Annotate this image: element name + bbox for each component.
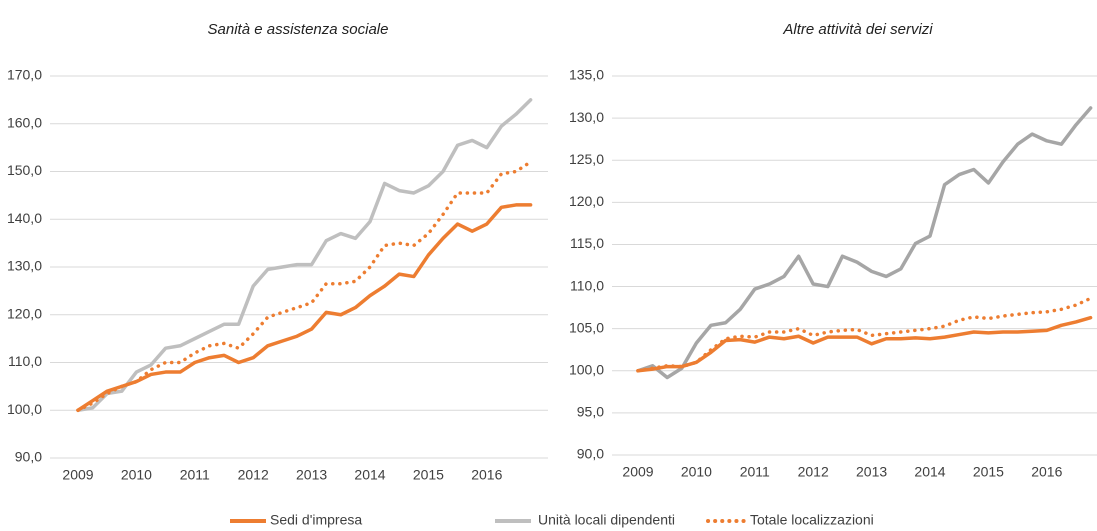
y-tick-label: 100,0 [7,401,42,417]
y-tick-label: 120,0 [7,305,42,321]
legend-label: Sedi d'impresa [270,512,362,528]
series-line [76,160,533,412]
x-tick-label: 2010 [121,467,152,483]
y-tick-label: 110,0 [8,353,42,369]
series-line [636,315,1093,373]
x-tick-label: 2016 [471,467,502,483]
y-tick-label: 135,0 [569,67,604,83]
y-tick-label: 125,0 [569,151,604,167]
series-line [636,296,1093,373]
y-tick-label: 130,0 [7,258,42,274]
series-line [76,98,533,412]
x-tick-label: 2012 [798,464,829,480]
x-tick-label: 2012 [238,467,269,483]
x-tick-label: 2010 [681,464,712,480]
chart-title: Sanità e assistenza sociale [208,21,389,38]
y-tick-label: 160,0 [7,114,42,130]
x-tick-label: 2015 [413,467,444,483]
x-tick-label: 2015 [973,464,1004,480]
x-tick-label: 2016 [1031,464,1062,480]
y-tick-label: 90,0 [577,446,604,462]
x-tick-label: 2014 [914,464,945,480]
series-line [76,203,533,412]
chart-title: Altre attività dei servizi [782,21,933,38]
y-tick-label: 90,0 [15,449,42,465]
y-tick-label: 130,0 [569,109,604,125]
x-tick-label: 2009 [622,464,653,480]
series-line [636,106,1093,380]
y-tick-label: 100,0 [569,361,604,377]
y-tick-label: 95,0 [577,404,604,420]
x-tick-label: 2011 [180,467,210,483]
x-tick-label: 2011 [740,464,770,480]
x-tick-label: 2009 [62,467,93,483]
y-tick-label: 115,0 [570,235,604,251]
legend-label: Totale localizzazioni [750,512,874,528]
legend-label: Unità locali dipendenti [538,512,675,528]
y-tick-label: 170,0 [7,67,42,83]
y-tick-label: 110,0 [570,277,604,293]
y-tick-label: 140,0 [7,210,42,226]
y-tick-label: 150,0 [7,162,42,178]
y-tick-label: 105,0 [569,319,604,335]
x-tick-label: 2013 [296,467,327,483]
x-tick-label: 2013 [856,464,887,480]
x-tick-label: 2014 [354,467,385,483]
y-tick-label: 120,0 [569,193,604,209]
